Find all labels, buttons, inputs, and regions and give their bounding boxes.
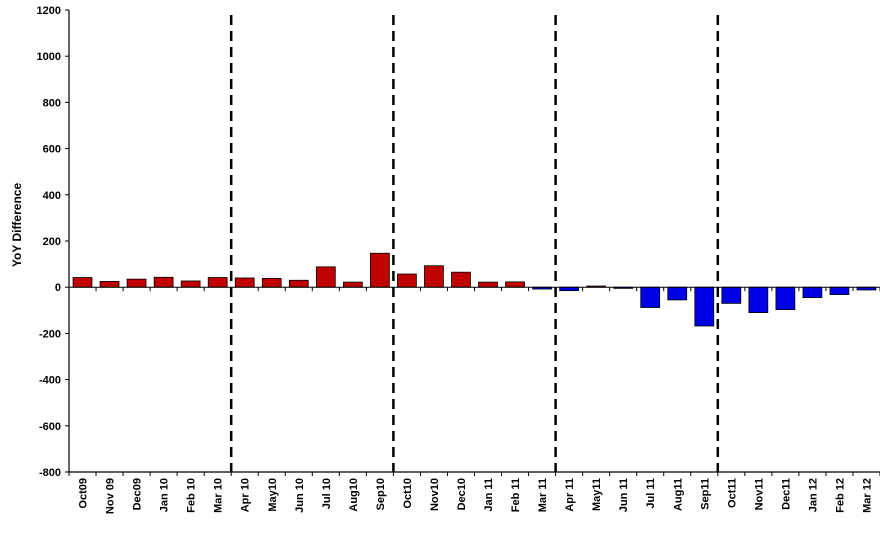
bar-jul-11 (640, 286, 661, 308)
x-tick-label: Feb 12 (834, 478, 846, 513)
x-tick-label: Sep10 (375, 478, 387, 510)
y-tick-label: 1000 (37, 51, 61, 63)
x-tick-label: Aug11 (672, 478, 684, 511)
y-tick-label: -400 (39, 375, 61, 387)
x-tick-label: Dec09 (132, 478, 144, 510)
x-tick-label: Jan 11 (483, 478, 495, 512)
bar-nov10 (424, 265, 444, 288)
bar-dec11 (775, 286, 796, 311)
bars-layer (72, 252, 877, 327)
x-tick-label: Sep11 (699, 478, 711, 510)
bar-sep11 (694, 286, 715, 327)
bar-apr-11 (559, 286, 579, 292)
axes-layer (65, 9, 880, 476)
x-tick-label: Nov 09 (105, 478, 117, 514)
bar-nov-09 (99, 281, 120, 288)
x-tick-label: Jul 11 (645, 478, 657, 509)
y-tick-label: -800 (39, 467, 61, 479)
bar-feb-10 (180, 280, 201, 288)
bar-may10 (261, 278, 282, 288)
x-tick-label: Dec10 (456, 478, 468, 510)
x-tick-label: Mar 12 (861, 478, 873, 513)
bar-jul-10 (315, 266, 336, 288)
x-tick-label: Jun 11 (618, 478, 630, 512)
labels-layer: -800 -600 -400 -200 0 200 400 600 800 1000 1200 Oct… (37, 5, 874, 514)
x-tick-label: Apr 11 (564, 478, 576, 512)
x-tick-label: Jan 10 (159, 478, 171, 512)
bar-apr-10 (234, 277, 255, 288)
x-tick-label: Jan 12 (807, 478, 819, 512)
y-tick-label: 400 (43, 190, 61, 202)
dividers-layer (229, 15, 720, 472)
x-tick-label: Mar 10 (213, 478, 225, 513)
x-tick-label: Nov11 (753, 478, 765, 510)
bar-jan-11 (478, 281, 498, 288)
x-tick-label: Dec11 (780, 478, 792, 510)
bar-jun-10 (288, 279, 309, 288)
x-tick-label: May10 (267, 478, 279, 512)
bar-jan-12 (802, 286, 823, 299)
x-tick-label: Mar 11 (537, 478, 549, 512)
x-tick-label: Oct11 (726, 478, 738, 508)
bar-dec09 (126, 278, 147, 288)
y-tick-label: 800 (43, 97, 61, 109)
x-tick-label: Feb 11 (510, 478, 522, 512)
y-tick-label: 0 (55, 282, 61, 294)
bar-oct10 (397, 273, 417, 288)
y-tick-label: 600 (43, 144, 61, 156)
bar-oct11 (721, 286, 742, 304)
x-tick-label: Jul 10 (321, 478, 333, 509)
y-tick-label: 1200 (37, 5, 61, 17)
bar-mar-10 (207, 277, 228, 288)
bar-aug10 (342, 281, 363, 288)
bar-dec10 (451, 271, 471, 288)
bar-aug11 (667, 286, 688, 301)
y-tick-label: -200 (39, 328, 61, 340)
x-tick-label: Apr 10 (240, 478, 252, 512)
x-tick-label: Aug10 (348, 478, 360, 512)
x-tick-label: Oct09 (78, 478, 90, 509)
bar-jan-10 (153, 276, 174, 288)
bar-oct09 (72, 277, 93, 288)
x-tick-label: Feb 10 (186, 478, 198, 513)
bar-feb-12 (829, 286, 850, 295)
x-tick-label: Jun 10 (294, 478, 306, 513)
y-tick-label: -600 (39, 421, 61, 433)
bar-feb-11 (505, 281, 525, 288)
bar-sep10 (370, 252, 390, 288)
y-tick-label: 200 (43, 236, 61, 248)
x-tick-label: Nov10 (429, 478, 441, 511)
x-tick-label: May11 (591, 478, 603, 511)
x-tick-label: Oct10 (402, 478, 414, 509)
y-axis-title: YoY Difference (10, 183, 24, 268)
bar-nov11 (748, 286, 769, 314)
